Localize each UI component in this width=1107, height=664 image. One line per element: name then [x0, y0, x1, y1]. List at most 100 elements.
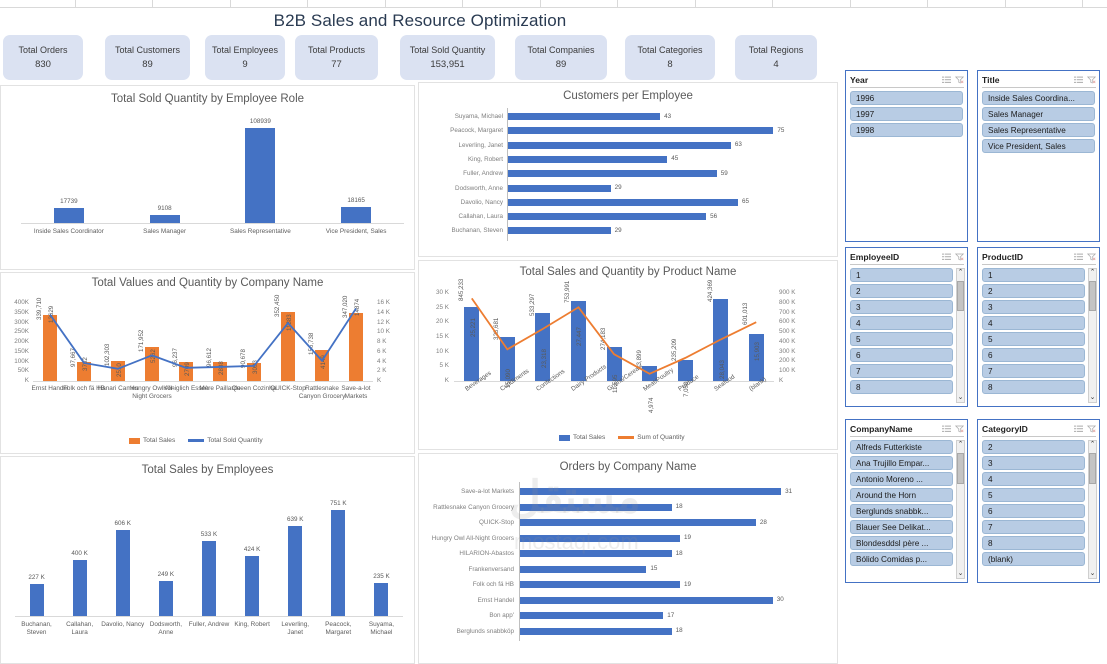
slicer-scrollbar[interactable]: ⌃ ⌄ [1088, 268, 1097, 403]
bar [202, 540, 216, 616]
slicer-item[interactable]: 5 [982, 332, 1085, 346]
clear-filter-icon[interactable] [1087, 76, 1096, 84]
scroll-up-arrow[interactable]: ⌃ [1089, 269, 1096, 276]
slicer-item[interactable]: 8 [982, 380, 1085, 394]
slicer-item[interactable]: 1 [850, 268, 953, 282]
axis-baseline [454, 381, 774, 382]
scroll-down-arrow[interactable]: ⌄ [1089, 394, 1096, 401]
slicer-item[interactable]: 3 [982, 300, 1085, 314]
slicer-item[interactable]: 7 [850, 364, 953, 378]
bar [508, 198, 738, 206]
slicer-item[interactable]: 5 [850, 332, 953, 346]
slicer-categoryid[interactable]: CategoryID 2 3 4 5 6 7 8 (blank) ⌃ ⌄ [977, 419, 1100, 583]
slicer-item[interactable]: 3 [850, 300, 953, 314]
slicer-item[interactable]: 6 [982, 348, 1085, 362]
slicer-title[interactable]: Title Inside Sales Coordina... Sales Manag… [977, 70, 1100, 242]
slicer-item[interactable]: (blank) [982, 552, 1085, 566]
category-label: Frankenversand [468, 565, 514, 573]
slicer-item[interactable]: 4 [850, 316, 953, 330]
multi-select-icon[interactable] [1074, 253, 1083, 261]
legend-label: Total Sales [573, 434, 606, 441]
multi-select-icon[interactable] [1074, 76, 1083, 84]
scroll-up-arrow[interactable]: ⌃ [1089, 441, 1096, 448]
scrollbar-thumb[interactable] [957, 453, 964, 484]
scroll-down-arrow[interactable]: ⌄ [957, 394, 964, 401]
multi-select-icon [942, 253, 951, 260]
slicer-item[interactable]: Blauer See Delikat... [850, 520, 953, 534]
scroll-down-arrow[interactable]: ⌄ [957, 570, 964, 577]
kpi-label: Total Sold Quantity [409, 45, 486, 55]
clear-filter-icon [955, 425, 964, 433]
slicer-item[interactable]: Bólido Comidas p... [850, 552, 953, 566]
slicer-item[interactable]: 1 [982, 268, 1085, 282]
slicer-item[interactable]: Blondesddsl père ... [850, 536, 953, 550]
slicer-item[interactable]: Alfreds Futterkiste [850, 440, 953, 454]
scrollbar-thumb[interactable] [1089, 281, 1096, 311]
bar [158, 580, 173, 616]
multi-select-icon[interactable] [942, 253, 951, 261]
slicer-item[interactable]: Sales Manager [982, 107, 1095, 121]
plot-area: K 50K 100K 150K 200K 250K 300K 350K 400K K 2 K 4 K 6… [1, 289, 414, 449]
slicer-item[interactable]: 6 [850, 348, 953, 362]
scroll-up-arrow[interactable]: ⌃ [957, 441, 964, 448]
category-label: Fuller, Andrew [463, 170, 503, 178]
clear-filter-icon[interactable] [1087, 425, 1096, 433]
kpi-card: Total Employees 9 [205, 35, 285, 80]
slicer-item[interactable]: Ana Trujillo Empar... [850, 456, 953, 470]
slicer-item[interactable]: Around the Horn [850, 488, 953, 502]
bar-data-label: 249 K [157, 570, 175, 578]
slicer-item[interactable]: Inside Sales Coordina... [982, 91, 1095, 105]
slicer-title: Title [982, 75, 1000, 85]
clear-filter-icon[interactable] [955, 76, 964, 84]
bar [245, 556, 260, 616]
slicer-item[interactable]: 8 [850, 380, 953, 394]
clear-filter-icon[interactable] [955, 253, 964, 261]
slicer-item[interactable]: 6 [982, 504, 1085, 518]
scrollbar-thumb[interactable] [1089, 453, 1096, 484]
slicer-item[interactable]: Antonio Moreno ... [850, 472, 953, 486]
scrollbar-thumb[interactable] [957, 281, 964, 311]
multi-select-icon [1074, 425, 1083, 432]
slicer-scrollbar[interactable]: ⌃ ⌄ [1088, 440, 1097, 579]
slicer-item[interactable]: 7 [982, 520, 1085, 534]
slicer-item[interactable]: 2 [850, 284, 953, 298]
slicer-item[interactable]: Sales Representative [982, 123, 1095, 137]
slicer-year[interactable]: Year 1996 1997 1998 [845, 70, 968, 242]
multi-select-icon[interactable] [1074, 425, 1083, 433]
bar-data-label: 639 K [286, 515, 304, 523]
slicer-item[interactable]: 1997 [850, 107, 963, 121]
category-label: Davolio, Nancy [101, 621, 145, 628]
bar [245, 128, 276, 223]
y-axis-tick-right: 100 K [779, 367, 796, 375]
bar [508, 213, 707, 221]
slicer-productid[interactable]: ProductID 1 2 3 4 5 6 7 8 ⌃ ⌄ [977, 247, 1100, 407]
category-label: Suyama, Michael [368, 621, 395, 636]
slicer-item[interactable]: 4 [982, 472, 1085, 486]
clear-filter-icon[interactable] [1087, 253, 1096, 261]
slicer-item[interactable]: 5 [982, 488, 1085, 502]
slicer-employeeid[interactable]: EmployeeID 1 2 3 4 5 6 7 8 ⌃ ⌄ [845, 247, 968, 407]
slicer-item[interactable]: 2 [982, 440, 1085, 454]
slicer-item[interactable]: 2 [982, 284, 1085, 298]
slicer-scrollbar[interactable]: ⌃ ⌄ [956, 268, 965, 403]
slicer-item[interactable]: 8 [982, 536, 1085, 550]
slicer-item[interactable]: 3 [982, 456, 1085, 470]
slicer-companyname[interactable]: CompanyName Alfreds Futterkiste Ana Trujil… [845, 419, 968, 583]
multi-select-icon[interactable] [942, 76, 951, 84]
bar [520, 627, 672, 635]
y-axis-tick-right: 900 K [779, 289, 796, 296]
slicer-item[interactable]: 1998 [850, 123, 963, 137]
scroll-down-arrow[interactable]: ⌄ [1089, 570, 1096, 577]
slicer-item[interactable]: 7 [982, 364, 1085, 378]
scroll-up-arrow[interactable]: ⌃ [957, 269, 964, 276]
slicer-scrollbar[interactable]: ⌃ ⌄ [956, 440, 965, 579]
slicer-item[interactable]: Vice President, Sales [982, 139, 1095, 153]
slicer-item[interactable]: 4 [982, 316, 1085, 330]
category-label: Callahan, Laura [66, 621, 94, 636]
bar-data-label: 75 [777, 126, 785, 134]
slicer-item[interactable]: Berglunds snabbk... [850, 504, 953, 518]
clear-filter-icon[interactable] [955, 425, 964, 433]
slicer-item[interactable]: 1996 [850, 91, 963, 105]
multi-select-icon[interactable] [942, 425, 951, 433]
slicer-title: CategoryID [982, 424, 1028, 434]
